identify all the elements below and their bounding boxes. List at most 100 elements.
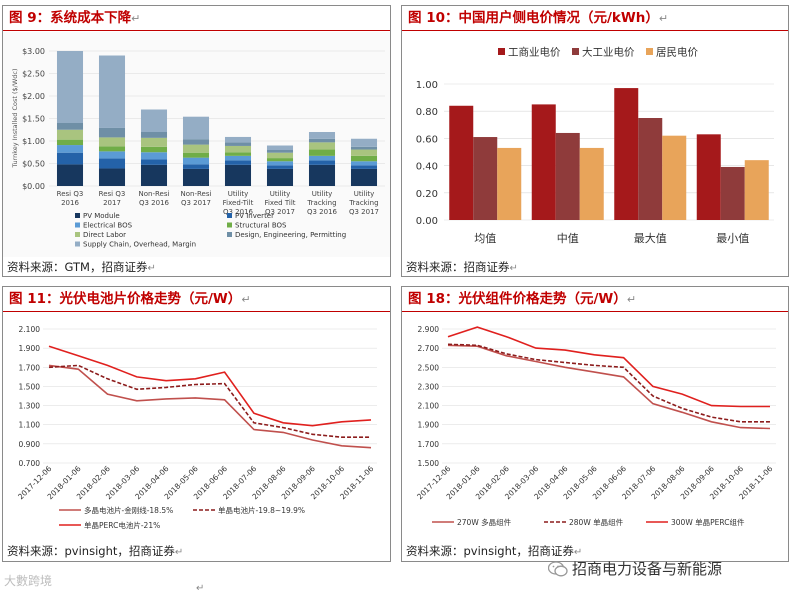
legend-label: 大工业电价 — [582, 46, 635, 59]
figure-9-chart: $0.00 $0.50 $1.00 $1.50 $2.00 $2.50 $3.00 Turnk… — [3, 32, 390, 257]
bar-segment — [140, 109, 168, 132]
bar-segment — [350, 138, 378, 147]
legend-label: 270W 多晶组件 — [457, 517, 512, 527]
bar-segment — [224, 142, 252, 146]
figure-10-svg: 0.00 0.20 0.40 0.60 0.80 1.00 均值 中值 最大值 最小值 工商业电价 大… — [416, 46, 774, 245]
x-tick-label: 最小值 — [716, 232, 749, 245]
x-tick-label: Fixed-Tilt — [223, 199, 254, 207]
bar-segment — [266, 150, 294, 153]
figure-10-chart: 0.00 0.20 0.40 0.60 0.80 1.00 均值 中值 最大值 最小值 工商业电价 大… — [402, 32, 788, 257]
x-tick-label: 最大值 — [634, 231, 667, 245]
y-tick-label: 1.500 — [19, 382, 41, 391]
figure-18-title: 图 18：光伏组件价格走势（元/W）↵ — [402, 287, 788, 312]
y-tick-label: 1.500 — [418, 459, 440, 468]
figure-9-title-text: 图 9：系统成本下降 — [9, 10, 132, 26]
bar — [614, 88, 639, 220]
x-tick-label: Q3 2017 — [265, 208, 295, 216]
bar-segment — [98, 158, 126, 169]
x-tick-label: Resi Q3 — [57, 190, 84, 198]
y-tick-label: 0.40 — [416, 162, 438, 173]
bar-segment — [140, 152, 168, 160]
bar-segment — [182, 144, 210, 153]
bar — [579, 147, 604, 220]
para-mark: ↵ — [626, 293, 637, 306]
bar-segment — [140, 137, 168, 147]
bar — [662, 135, 687, 220]
bar-segment — [140, 146, 168, 153]
x-tick-label: Non-Resi — [139, 190, 170, 198]
y-tick-label: 1.900 — [19, 344, 41, 353]
x-tick-label: Resi Q3 — [99, 190, 126, 198]
y-tick-label: 0.900 — [19, 440, 41, 449]
figure-11-source: 资料来源：pvinsight，招商证券↵ — [3, 541, 390, 561]
para-mark: ↵ — [573, 547, 583, 558]
legend-label: PV Inverter — [235, 212, 274, 220]
x-tick-label: Tracking — [348, 199, 378, 207]
bar-segment — [56, 129, 84, 140]
figure-11-title-text: 图 11：光伏电池片价格走势（元/W） — [9, 291, 242, 307]
legend-label: 300W 单晶PERC组件 — [671, 517, 745, 527]
legend-swatch — [498, 48, 505, 55]
bar-segment — [308, 132, 336, 139]
wechat-icon — [548, 561, 568, 577]
legend-label: Direct Labor — [83, 231, 126, 239]
y-tick-label: 1.300 — [19, 402, 41, 411]
bar-segment — [308, 138, 336, 143]
bar-segment — [182, 164, 210, 169]
bar-segment — [266, 158, 294, 162]
bar-segment — [98, 137, 126, 147]
series-line — [48, 364, 372, 449]
legend-label: Electrical BOS — [83, 222, 133, 230]
y-tick-label: 1.700 — [19, 363, 41, 372]
legend-label: Supply Chain, Overhead, Margin — [83, 241, 196, 249]
para-mark: ↵ — [509, 263, 518, 274]
bar-segment — [308, 149, 336, 156]
legend-label: 单晶电池片-19.8~19.9% — [218, 505, 305, 515]
figure-11-chart: 0.700 0.900 1.100 1.300 1.500 1.700 1.900 2.100… — [3, 313, 390, 541]
figure-10-title-text: 图 10：中国用户侧电价情况（元/kWh） — [408, 10, 659, 26]
legend-label: 居民电价 — [656, 46, 698, 59]
bar-segment — [56, 51, 84, 123]
bar-segment — [308, 142, 336, 150]
figure-9-svg: $0.00 $0.50 $1.00 $1.50 $2.00 $2.50 $3.00 Turnk… — [3, 32, 390, 257]
bar-segment — [56, 123, 84, 130]
bar-segment — [350, 165, 378, 169]
x-tick-label: 中值 — [557, 232, 579, 245]
bar-segment — [224, 136, 252, 143]
bar-segment — [98, 146, 126, 152]
bar — [531, 104, 556, 220]
bar-segment — [266, 161, 294, 166]
figure-18-title-text: 图 18：光伏组件价格走势（元/W） — [408, 291, 627, 307]
watermark-left: 大數跨境 — [4, 572, 52, 589]
y-tick-label: 1.00 — [416, 80, 438, 91]
bar-segment — [56, 164, 84, 186]
bar-segment — [308, 164, 336, 186]
legend-label: 单晶PERC电池片-21% — [84, 520, 160, 530]
x-tick-label: Utility — [312, 190, 333, 198]
figure-10-source: 资料来源：招商证券↵ — [402, 257, 788, 277]
bar — [696, 134, 721, 220]
figure-9-source: 资料来源：GTM，招商证券↵ — [3, 257, 390, 277]
x-tick-label: Q3 2016 — [307, 208, 338, 216]
y-axis-label: Turnkey Installed Cost ($/Wdc) — [11, 68, 19, 168]
para-mark: ↵ — [658, 12, 669, 25]
figure-18-svg: 1.500 1.700 1.900 2.100 2.300 2.500 2.700 2.900… — [415, 325, 776, 527]
y-tick-label: $1.00 — [22, 137, 45, 146]
bar-segment — [350, 155, 378, 162]
series-line — [48, 345, 372, 427]
legend-swatch — [646, 48, 653, 55]
x-tick-label: Utility — [228, 190, 249, 198]
x-tick-label: Q3 2017 — [349, 208, 379, 216]
bar-segment — [308, 160, 336, 165]
x-tick-label: 2016 — [61, 199, 79, 207]
bar-segment — [98, 151, 126, 159]
y-tick-label: $2.50 — [22, 70, 45, 79]
y-tick-label: 0.00 — [416, 216, 438, 227]
x-tick-label: Tracking — [306, 199, 336, 207]
x-tick-label: Q3 2016 — [139, 199, 170, 207]
bar-segment — [350, 168, 378, 186]
bar-segment — [98, 168, 126, 186]
figure-11-source-text: 资料来源：pvinsight，招商证券 — [7, 544, 175, 558]
bar-segment — [56, 139, 84, 146]
bar-segment — [224, 145, 252, 153]
